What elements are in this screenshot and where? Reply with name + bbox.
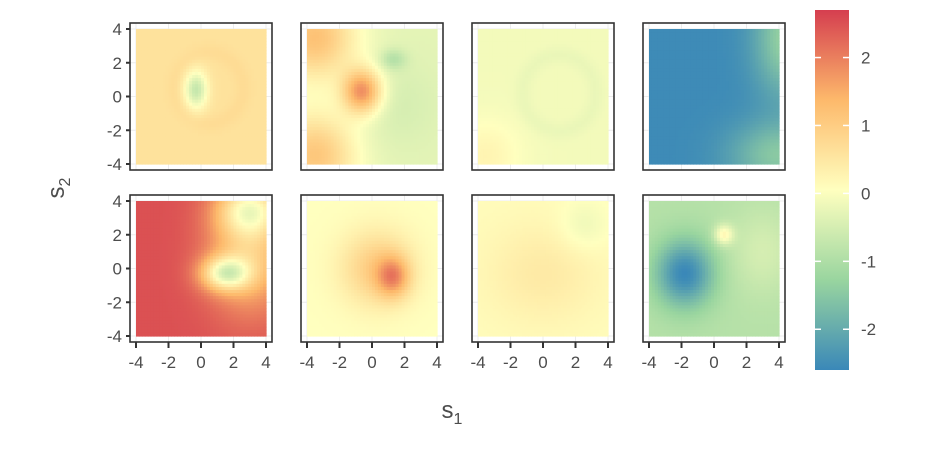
heatmap-cell [263,161,267,165]
y-tick-label: 2 [113,54,122,73]
y-tick-label: -2 [107,121,122,140]
y-tick-label: 0 [113,88,122,107]
heatmap-raster [307,29,438,165]
heatmap-raster [136,29,267,165]
panel-r1-c2 [301,23,443,170]
y-tick-label: 4 [113,20,122,39]
heatmap-raster [478,29,609,165]
y-tick-label: -4 [107,155,122,174]
panel-r1-c3 [472,23,614,170]
panel-r1-c1: -4 -2 0 2 4 [107,20,272,174]
heatmap-cell [434,161,438,165]
